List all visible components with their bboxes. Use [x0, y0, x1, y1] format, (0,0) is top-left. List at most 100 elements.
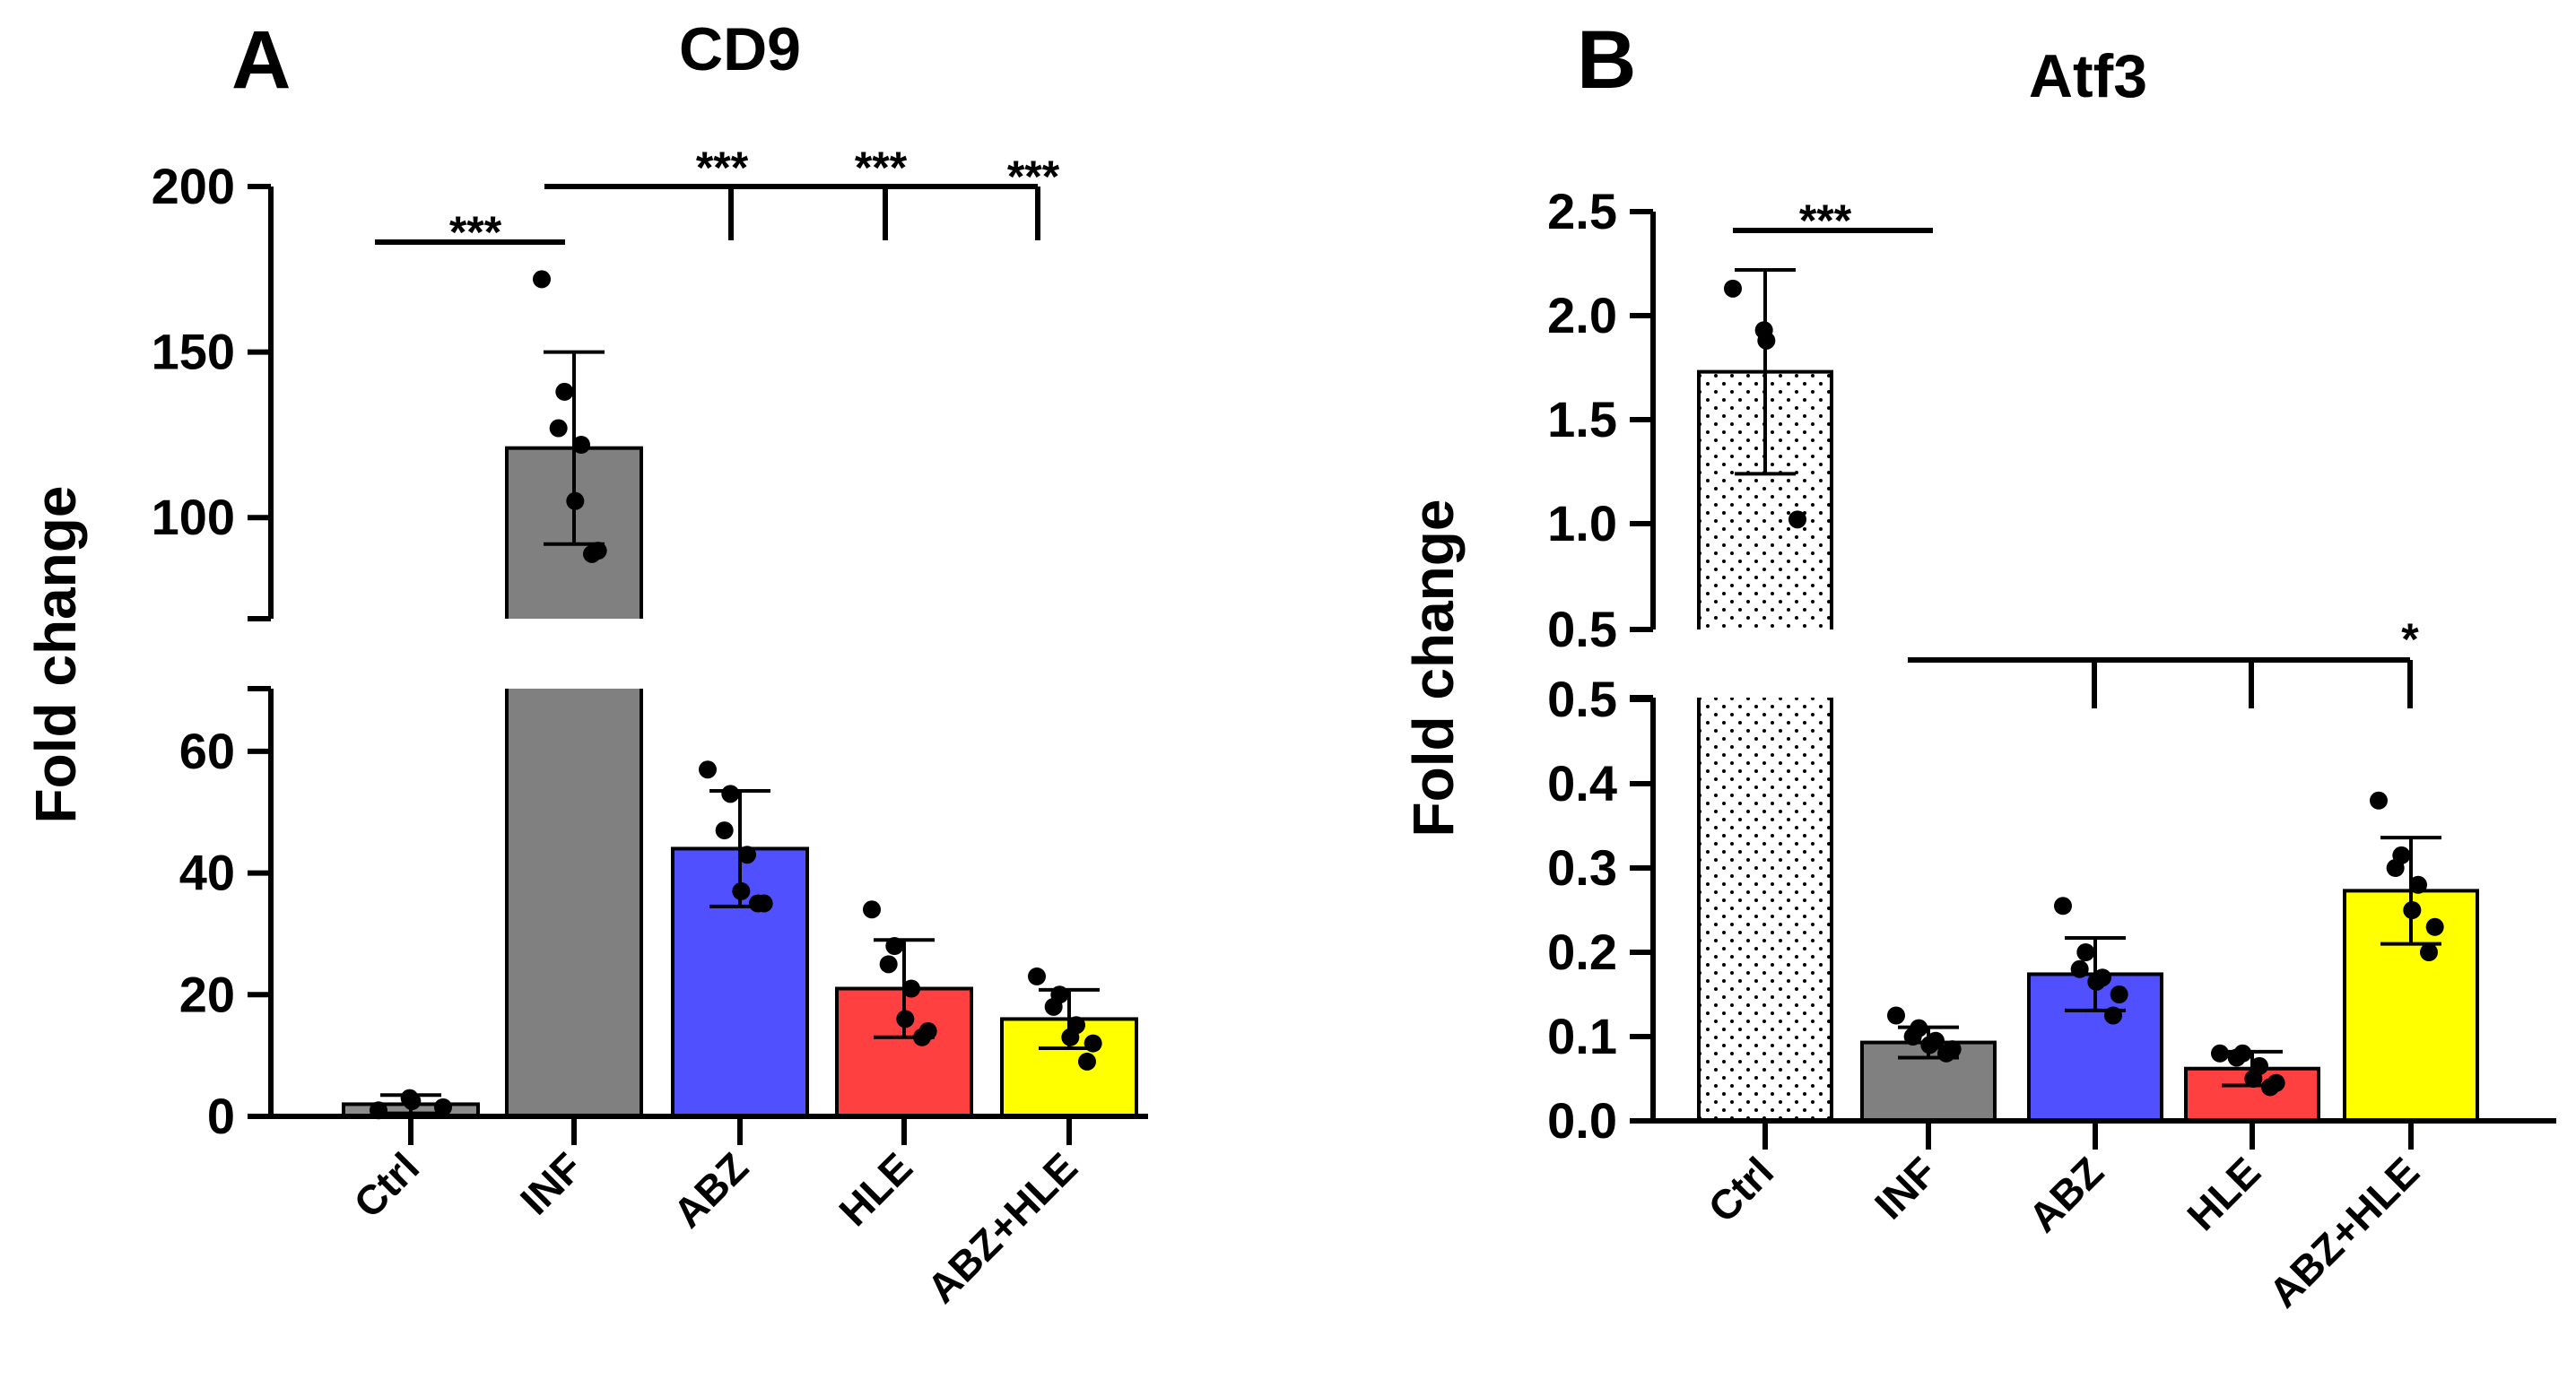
bar-break-gap: [1695, 629, 1835, 698]
data-point: [403, 1092, 422, 1111]
data-point: [1887, 1006, 1905, 1025]
significance-label: ***: [1799, 195, 1852, 246]
bar-break-edge: [509, 689, 640, 694]
data-point: [2211, 1044, 2229, 1063]
data-point: [732, 881, 751, 900]
bar-break-edge: [1701, 624, 1830, 629]
y-tick-label: 0: [207, 1088, 235, 1144]
x-tick-label-abz+hle: ABZ+HLE: [2259, 1148, 2428, 1316]
data-point: [2409, 875, 2427, 894]
x-tick-label-inf: INF: [1866, 1148, 1945, 1228]
y-tick-label: 2.5: [1547, 183, 1617, 239]
x-tick-label-abz: ABZ: [664, 1143, 757, 1237]
y-tick-label: 1.0: [1547, 495, 1617, 551]
bar-break-edge: [509, 613, 640, 619]
data-point: [902, 979, 920, 998]
bar-break-edge: [1701, 698, 1830, 703]
panel-b-ylabel: Fold change: [1401, 499, 1466, 838]
significance-label: ***: [449, 207, 502, 257]
bar-inf-lower: [505, 689, 643, 1118]
data-point: [1920, 1036, 1939, 1055]
y-tick-label: 100: [152, 489, 235, 545]
x-tick-label-hle: HLE: [830, 1143, 921, 1235]
data-point: [2386, 859, 2405, 877]
y-tick-label: 0.2: [1547, 924, 1617, 980]
data-point: [913, 1028, 931, 1046]
data-point: [738, 846, 756, 864]
significance-label: *: [2401, 614, 2419, 664]
y-tick-label: 20: [179, 966, 235, 1022]
data-point: [1937, 1044, 1955, 1063]
data-point: [749, 894, 767, 913]
y-tick-label: 0.1: [1547, 1008, 1617, 1064]
y-tick-label: 1.5: [1547, 391, 1617, 447]
x-tick-label-hle: HLE: [2178, 1148, 2269, 1239]
data-point: [896, 1010, 915, 1028]
y-tick-label: 40: [179, 845, 235, 901]
data-point: [555, 382, 574, 401]
data-point: [434, 1098, 452, 1116]
y-tick-label: 200: [152, 158, 235, 214]
data-point: [566, 491, 585, 510]
data-point: [1061, 1028, 1080, 1046]
bar-ctrl-lower: [1697, 698, 1833, 1123]
data-point: [1083, 1034, 1102, 1053]
data-point: [2244, 1070, 2263, 1088]
data-point: [2420, 943, 2438, 961]
data-point: [1757, 331, 1776, 350]
y-tick-label: 2.0: [1547, 287, 1617, 343]
data-point: [583, 544, 601, 563]
data-point: [1078, 1052, 1096, 1071]
bar-break-gap: [503, 619, 645, 689]
data-point: [721, 785, 740, 803]
data-point: [715, 821, 734, 840]
x-tick-label-inf: INF: [511, 1143, 591, 1223]
data-point: [2070, 959, 2089, 978]
data-point: [1724, 279, 1742, 298]
data-point: [2110, 985, 2128, 1003]
x-tick-label-ctrl: Ctrl: [344, 1143, 428, 1227]
y-tick-label: 0.4: [1547, 755, 1617, 812]
y-tick-label: 60: [179, 723, 235, 779]
data-point: [572, 436, 590, 454]
data-point: [2370, 791, 2388, 810]
panel-a-ylabel: Fold change: [23, 486, 88, 824]
data-point: [1044, 997, 1063, 1016]
data-point: [1028, 967, 1046, 985]
data-point: [699, 760, 717, 779]
data-point: [885, 937, 904, 955]
data-point: [549, 419, 568, 438]
data-point: [1788, 510, 1806, 529]
y-tick-label: 0.3: [1547, 839, 1617, 896]
x-tick-label-abz: ABZ: [2019, 1148, 2112, 1241]
data-point: [2227, 1048, 2246, 1067]
panel-b-label: B: [1577, 14, 1636, 106]
y-tick-label: 0.5: [1547, 601, 1617, 657]
data-point: [2403, 901, 2422, 919]
data-point: [863, 900, 881, 919]
x-tick-label-abz+hle: ABZ+HLE: [918, 1143, 1086, 1312]
significance-label: ***: [1007, 152, 1060, 202]
data-point: [2261, 1078, 2279, 1097]
significance-label: ***: [696, 143, 749, 193]
data-point: [533, 270, 551, 289]
data-point: [879, 955, 898, 974]
y-tick-label: 0.0: [1547, 1092, 1617, 1149]
data-point: [2104, 1006, 2122, 1025]
data-point: [2054, 897, 2072, 916]
panel-a-title: CD9: [679, 15, 801, 83]
panel-a-label: A: [231, 14, 291, 106]
data-point: [2076, 943, 2095, 961]
data-point: [2425, 917, 2444, 936]
x-tick-label-ctrl: Ctrl: [1699, 1148, 1782, 1231]
data-point: [2087, 972, 2106, 991]
data-point: [1903, 1028, 1922, 1046]
significance-label: ***: [855, 143, 908, 193]
y-tick-label: 150: [152, 324, 235, 380]
y-tick-label: 0.5: [1547, 671, 1617, 727]
